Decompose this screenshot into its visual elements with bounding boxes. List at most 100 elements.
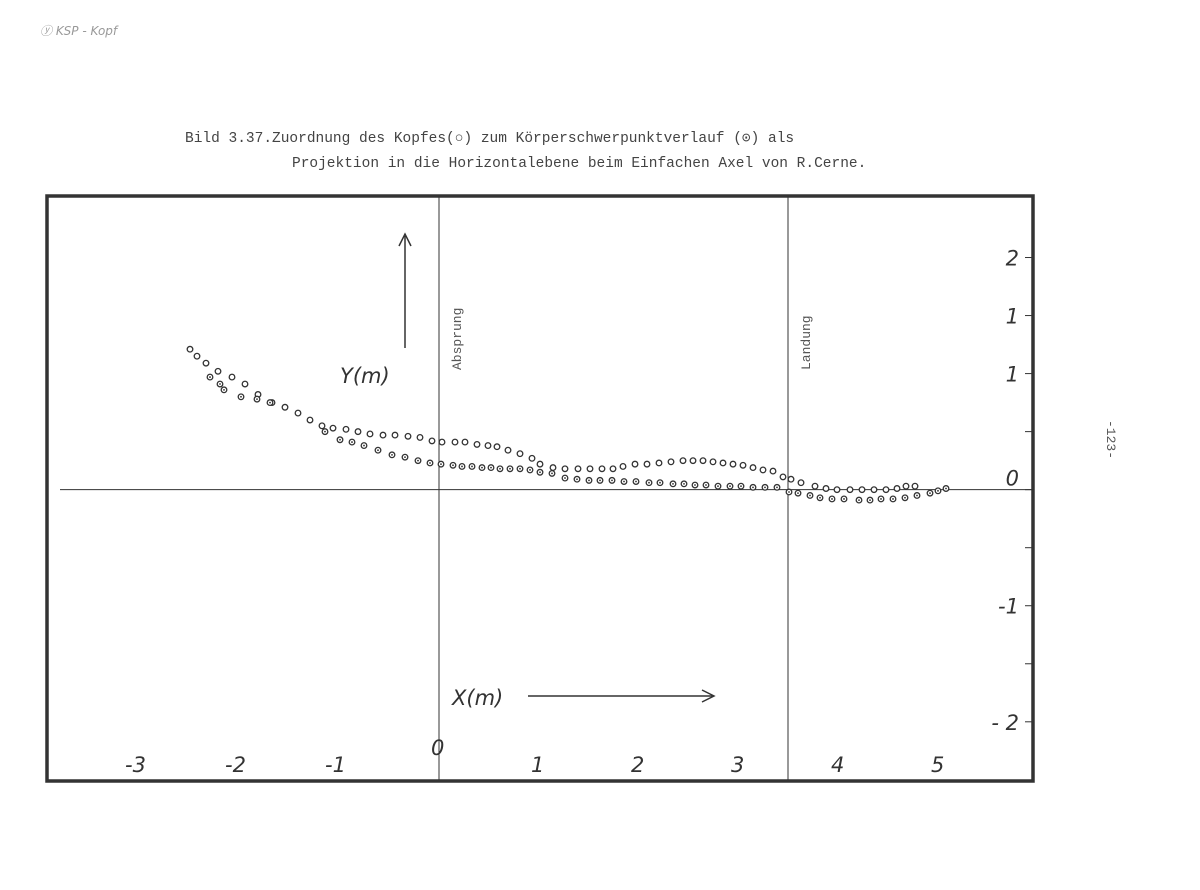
com-point-dot (788, 491, 790, 493)
head-point (598, 465, 606, 473)
head-point (902, 482, 910, 490)
com-point-dot (599, 479, 601, 482)
head-point (366, 430, 374, 438)
com-point-dot (417, 459, 419, 462)
com-point-dot (351, 441, 353, 443)
head-point (528, 454, 536, 462)
com-point-dot (519, 467, 521, 470)
head-point (811, 482, 819, 490)
x-tick-label: -1 (325, 753, 346, 777)
head-point (493, 443, 501, 451)
head-point (416, 433, 424, 441)
head-point (214, 367, 222, 375)
x-tick-label: -2 (225, 753, 246, 777)
com-point-dot (904, 496, 906, 499)
com-point-dot (752, 486, 754, 489)
com-point-dot (843, 498, 845, 500)
head-point (318, 422, 326, 430)
head-point (516, 450, 524, 458)
com-point-dot (529, 469, 531, 471)
head-point (451, 438, 459, 446)
com-point-dot (219, 383, 221, 385)
com-point-dot (740, 485, 742, 488)
com-point-dot (499, 467, 501, 470)
com-point-dot (858, 499, 860, 502)
y-tick-label: -1 (998, 595, 1019, 619)
head-point (667, 458, 675, 466)
head-point (759, 466, 767, 474)
com-point-dot (551, 472, 553, 475)
com-point-dot (240, 395, 242, 398)
com-point-dot (764, 486, 766, 489)
head-point (882, 486, 890, 494)
com-point-dot (576, 478, 578, 481)
head-point (193, 352, 201, 360)
com-point-dot (209, 376, 211, 378)
com-point-dot (776, 486, 778, 489)
head-point (461, 438, 469, 446)
com-point-dot (490, 466, 492, 469)
com-point-dot (683, 482, 685, 485)
com-point-dot (809, 494, 811, 497)
head-point (631, 460, 639, 468)
x-tick-label: 2 (631, 753, 644, 777)
head-point (822, 485, 830, 492)
com-point-dot (429, 462, 431, 464)
plot-frame (45, 194, 1035, 783)
head-point (281, 403, 289, 411)
head-point (228, 373, 236, 381)
head-point (619, 462, 627, 470)
y-tick-label: 2 (1006, 247, 1019, 271)
com-point-dot (831, 498, 833, 500)
head-point (536, 460, 544, 468)
x-tick-label: 5 (931, 753, 944, 777)
com-point-dot (916, 494, 918, 497)
x-tick-label: 4 (831, 753, 844, 777)
head-point (893, 485, 901, 492)
y-tick-label: 0 (1006, 467, 1019, 491)
com-point-dot (391, 453, 393, 456)
com-point-dot (452, 464, 454, 467)
head-point (911, 482, 919, 490)
head-point (787, 475, 795, 483)
head-point (719, 459, 727, 467)
com-point-dot (623, 480, 625, 483)
head-point (306, 416, 314, 424)
com-point-dot (377, 449, 379, 452)
com-point-dot (729, 485, 731, 488)
com-point-dot (404, 456, 406, 459)
head-point (428, 437, 436, 445)
com-point-dot (929, 492, 931, 495)
com-point-dot (256, 398, 258, 401)
head-point (769, 467, 777, 475)
head-point (473, 440, 481, 448)
marker-label-landung: Landung (799, 315, 814, 370)
com-point-dot (717, 485, 719, 488)
head-point (586, 465, 594, 473)
chart-subtitle: Projektion in die Horizontalebene beim E… (292, 156, 867, 172)
y-tick-label: - 2 (991, 711, 1019, 735)
x-axis-label: X(m) (451, 686, 503, 710)
com-point-dot (481, 466, 483, 469)
head-point (404, 432, 412, 440)
com-point-dot (659, 481, 661, 484)
head-point (870, 486, 878, 494)
com-point-dot (471, 465, 473, 468)
y-axis-label: Y(m) (340, 364, 390, 388)
com-point-dot (223, 388, 225, 391)
head-point (643, 460, 651, 468)
head-point (379, 431, 387, 439)
com-point-dot (635, 480, 637, 483)
com-point-dot (611, 479, 613, 482)
com-point-dot (937, 489, 939, 492)
head-point (202, 359, 210, 367)
head-point (729, 460, 737, 468)
x-tick-label: 3 (731, 753, 744, 777)
x-tick-label: -3 (125, 753, 146, 777)
marker-label-absprung: Absprung (450, 308, 465, 370)
com-point-dot (648, 481, 650, 484)
com-point-dot (440, 463, 442, 466)
y-arrow-head (398, 232, 412, 247)
head-point (504, 446, 512, 454)
